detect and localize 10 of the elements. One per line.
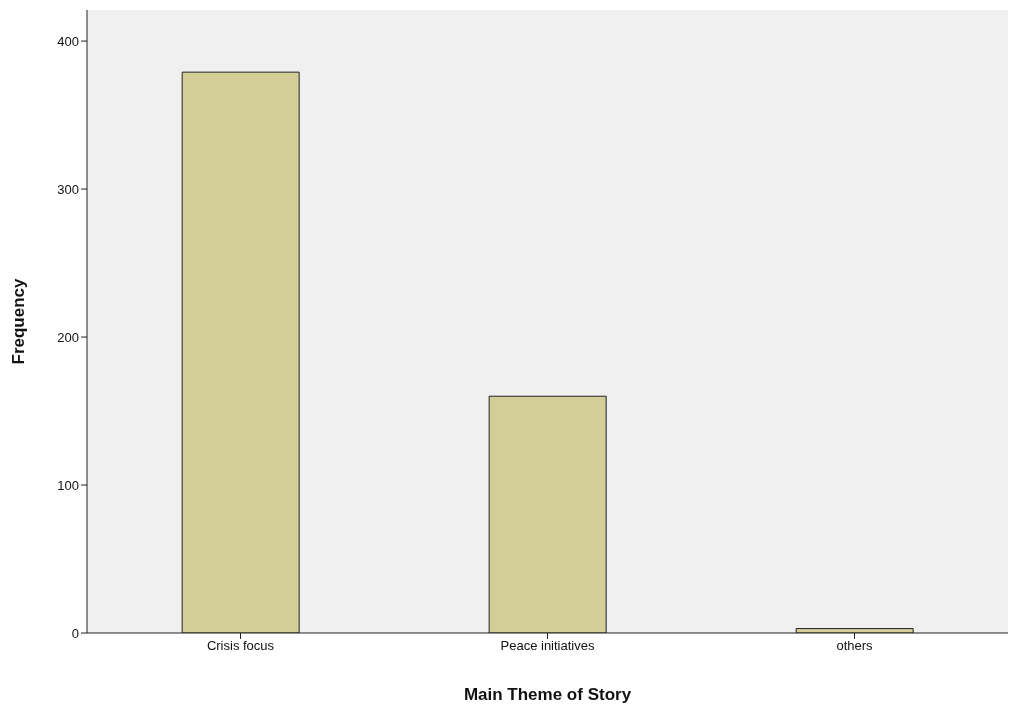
x-axis-title: Main Theme of Story: [463, 685, 632, 704]
y-tick-label: 300: [57, 181, 79, 197]
y-tick-label: 400: [57, 33, 79, 49]
y-tick-label: 200: [57, 329, 79, 345]
x-tick-label: others: [836, 638, 874, 654]
y-tick-label: 0: [71, 625, 79, 641]
x-tick-label: Crisis focus: [206, 638, 275, 654]
y-tick-label: 100: [57, 477, 79, 493]
y-axis-title: Frequency: [9, 277, 29, 365]
x-tick-label: Peace initiatives: [500, 638, 595, 654]
